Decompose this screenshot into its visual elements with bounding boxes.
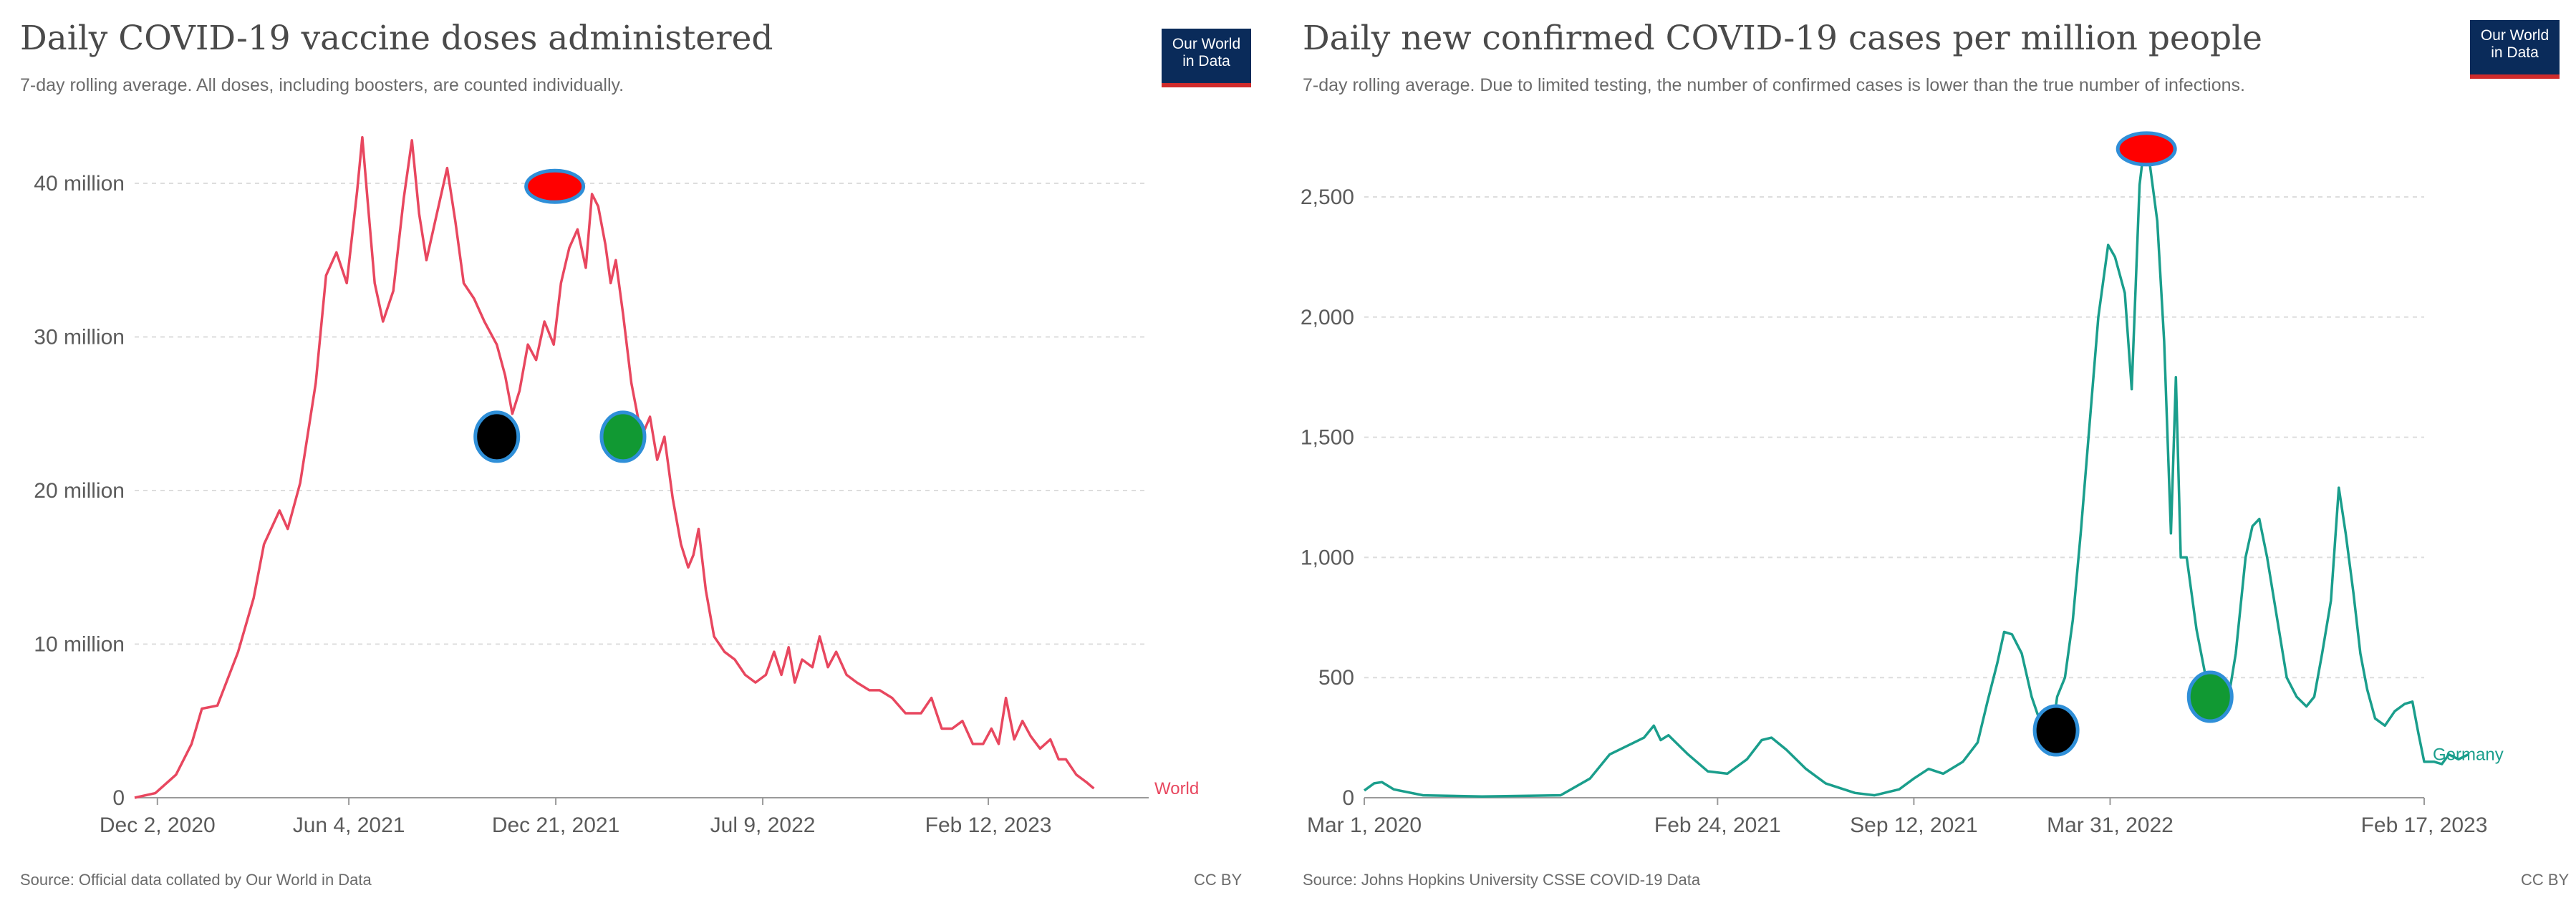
owid-logo-line-2: in Data [1182, 53, 1230, 69]
owid-logo[interactable]: Our World in Data [1162, 29, 1251, 87]
chart-subtitle: 7-day rolling average. Due to limited te… [1303, 75, 2245, 95]
marker-black [473, 410, 521, 463]
owid-logo-line-1: Our World [1172, 36, 1241, 52]
license-label[interactable]: CC BY [2521, 871, 2570, 889]
x-tick-label: Sep 12, 2021 [1850, 813, 1978, 837]
vaccine-doses-line-chart: 0 10 million 20 million 30 million 40 millio… [34, 135, 1199, 837]
chart-source[interactable]: Source: Official data collated by Our Wo… [20, 871, 372, 889]
marker-red [2116, 131, 2177, 167]
owid-logo-line-2: in Data [2491, 44, 2539, 61]
confirmed-cases-line-chart: 0 500 1,000 1,500 2,000 2,500 Mar 1, 2020 Feb 2… [1301, 131, 2504, 837]
series-label[interactable]: World [1154, 779, 1199, 798]
y-tick-label: 500 [1318, 666, 1354, 690]
x-tick-label: Jul 9, 2022 [710, 813, 816, 837]
y-tick-label: 10 million [34, 633, 125, 657]
chart-subtitle: 7-day rolling average. All doses, includ… [20, 75, 624, 95]
series-label[interactable]: Germany [2433, 745, 2504, 765]
license-label[interactable]: CC BY [1194, 871, 1243, 889]
y-tick-label: 30 million [34, 326, 125, 349]
x-tick-label: Jun 4, 2021 [293, 813, 405, 837]
y-tick-label: 0 [1342, 786, 1354, 810]
marker-black [2032, 704, 2080, 757]
y-tick-label: 40 million [34, 172, 125, 195]
owid-logo-line-1: Our World [2480, 27, 2550, 44]
owid-logo[interactable]: Our World in Data [2470, 20, 2560, 79]
x-tick-label: Dec 21, 2021 [492, 813, 619, 837]
chart-title: Daily new confirmed COVID-19 cases per m… [1303, 19, 2262, 58]
chart-source[interactable]: Source: Johns Hopkins University CSSE CO… [1303, 871, 1701, 889]
chart-title: Daily COVID-19 vaccine doses administere… [20, 19, 773, 58]
marker-green [599, 410, 647, 463]
series-line-germany[interactable] [1363, 143, 2469, 798]
x-tick-label: Dec 2, 2020 [100, 813, 216, 837]
chart-panel-confirmed-cases: Daily new confirmed COVID-19 cases per m… [1293, 0, 2576, 903]
x-tick-label: Feb 17, 2023 [2361, 813, 2488, 837]
x-tick-label: Feb 12, 2023 [925, 813, 1052, 837]
y-tick-label: 1,500 [1301, 426, 1354, 450]
y-tick-label: 20 million [34, 479, 125, 503]
y-tick-label: 2,500 [1301, 185, 1354, 209]
y-tick-label: 2,000 [1301, 306, 1354, 329]
x-tick-label: Mar 1, 2020 [1307, 813, 1422, 837]
y-tick-label: 0 [112, 786, 125, 810]
x-tick-label: Mar 31, 2022 [2047, 813, 2174, 837]
x-tick-label: Feb 24, 2021 [1654, 813, 1781, 837]
chart-panel-vaccine-doses: Daily COVID-19 vaccine doses administere… [0, 0, 1260, 903]
marker-red [524, 168, 586, 204]
marker-green [2186, 670, 2234, 723]
series-line-world[interactable] [134, 135, 1095, 799]
y-tick-label: 1,000 [1301, 546, 1354, 569]
